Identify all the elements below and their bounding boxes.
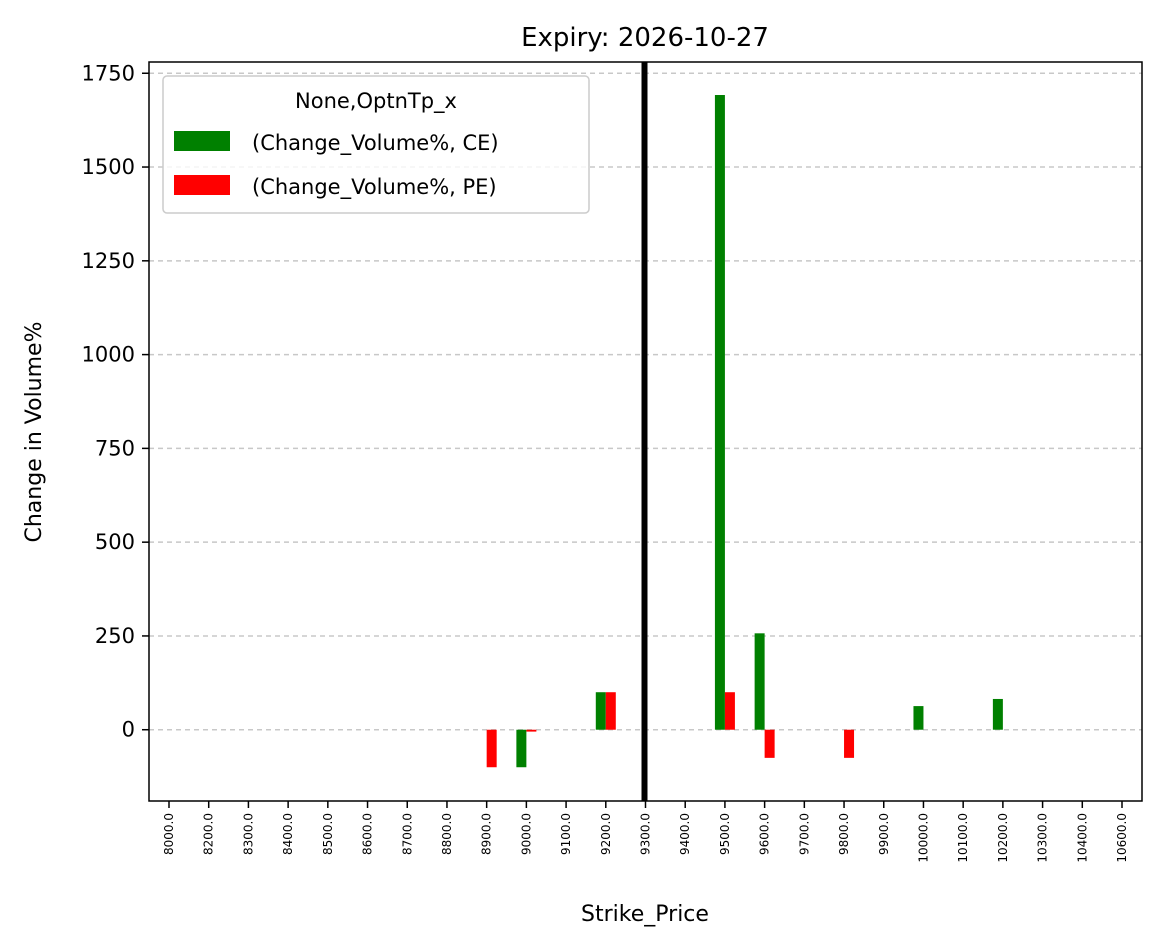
x-tick-label: 9700.0 <box>797 813 811 855</box>
legend-label-ce: (Change_Volume%, CE) <box>252 131 499 156</box>
y-tick-label: 0 <box>122 718 135 742</box>
bar-ce-10000.0 <box>913 706 924 730</box>
x-axis-ticks: 8000.0 8200.0 8300.0 8400.0 8500.0 8600.0 8700… <box>162 801 1129 863</box>
x-tick-label: 10200.0 <box>996 813 1010 863</box>
bar-pe-9800.0 <box>844 729 855 758</box>
x-tick-label: 10600.0 <box>1115 813 1129 863</box>
bar-pe-9600.0 <box>764 729 775 758</box>
x-tick-label: 9500.0 <box>718 813 732 855</box>
y-tick-label: 750 <box>95 436 135 460</box>
x-tick-label: 9100.0 <box>559 813 573 855</box>
x-tick-label: 10100.0 <box>956 813 970 863</box>
bar-pe-9500.0 <box>724 692 735 730</box>
x-tick-label: 8400.0 <box>281 813 295 855</box>
x-tick-label: 9000.0 <box>519 813 533 855</box>
x-tick-label: 8200.0 <box>202 813 216 855</box>
y-tick-label: 1500 <box>82 155 135 179</box>
bar-ce-9200.0 <box>595 692 606 730</box>
x-tick-label: 9600.0 <box>758 813 772 855</box>
x-tick-label: 9200.0 <box>599 813 613 855</box>
bar-pe-9200.0 <box>605 692 616 730</box>
x-tick-label: 8500.0 <box>321 813 335 855</box>
x-tick-label: 8600.0 <box>361 813 375 855</box>
y-axis-ticks: 0 250 500 750 1000 1250 1500 1750 <box>82 61 149 742</box>
x-tick-label: 8300.0 <box>241 813 255 855</box>
bar-pe-8900.0 <box>486 729 497 768</box>
x-tick-label: 9900.0 <box>877 813 891 855</box>
bar-ce-9000.0 <box>516 729 527 768</box>
chart-title: Expiry: 2026-10-27 <box>521 23 769 53</box>
x-tick-label: 10300.0 <box>1036 813 1050 863</box>
bar-ce-10200.0 <box>992 698 1003 730</box>
legend-label-pe: (Change_Volume%, PE) <box>252 175 497 200</box>
y-tick-label: 1750 <box>82 61 135 85</box>
x-tick-label: 8000.0 <box>162 813 176 855</box>
x-tick-label: 10000.0 <box>916 813 930 863</box>
bar-ce-9600.0 <box>754 633 765 730</box>
y-tick-label: 1000 <box>82 343 135 367</box>
legend-title: None,OptnTp_x <box>295 89 457 114</box>
y-tick-label: 500 <box>95 530 135 554</box>
x-tick-label: 10400.0 <box>1075 813 1089 863</box>
legend-swatch-ce <box>174 131 230 151</box>
bar-pe-9000.0 <box>526 729 537 732</box>
legend-box <box>162 75 590 214</box>
x-tick-label: 9400.0 <box>678 813 692 855</box>
bar-ce-9500.0 <box>714 95 725 730</box>
x-tick-label: 8800.0 <box>440 813 454 855</box>
legend-swatch-pe <box>174 175 230 195</box>
x-tick-label: 8700.0 <box>400 813 414 855</box>
x-tick-label: 9300.0 <box>639 813 653 855</box>
x-axis-title: Strike_Price <box>581 902 709 927</box>
x-tick-label: 8900.0 <box>480 813 494 855</box>
x-tick-label: 9800.0 <box>837 813 851 855</box>
y-axis-title: Change in Volume% <box>22 322 47 543</box>
bars-layer <box>486 95 1003 768</box>
y-tick-label: 1250 <box>82 249 135 273</box>
legend: None,OptnTp_x (Change_Volume%, CE) (Chan… <box>162 75 590 214</box>
y-tick-label: 250 <box>95 624 135 648</box>
